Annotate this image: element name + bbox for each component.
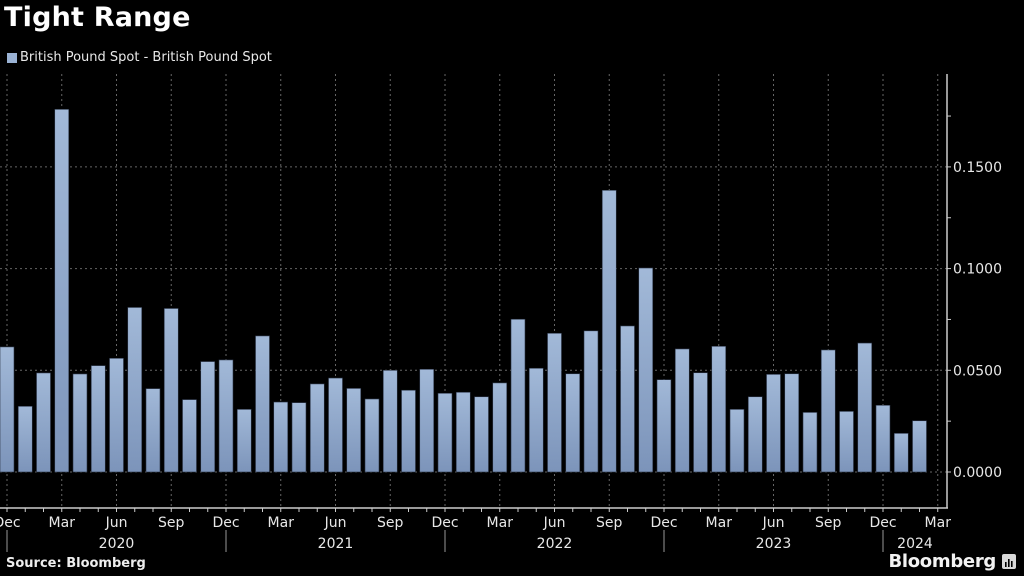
bar — [72, 373, 88, 473]
x-year-label: 2023 — [756, 536, 792, 552]
source-note: Source: Bloomberg — [6, 556, 146, 571]
bar — [857, 342, 873, 473]
bar — [528, 367, 544, 473]
bloomberg-logo: Bloomberg — [888, 551, 1016, 572]
x-tick-label: Jun — [762, 515, 785, 531]
bar — [145, 388, 161, 473]
bar — [364, 398, 380, 473]
bar — [273, 401, 289, 473]
x-tick-label: Sep — [377, 515, 404, 531]
tick-labels: 0.0000 0.0500 0.1000 0.1500 Dec Mar Jun Sep Dec M… — [0, 160, 1002, 552]
bar — [0, 346, 15, 473]
bar — [656, 379, 672, 473]
bar — [17, 406, 33, 473]
x-tick-label: Mar — [925, 515, 952, 531]
bar — [565, 373, 581, 473]
bar — [711, 345, 727, 473]
bar — [875, 404, 891, 473]
x-tick-label: Sep — [596, 515, 623, 531]
bar — [820, 349, 836, 473]
bar — [437, 392, 453, 473]
bar — [729, 409, 745, 473]
bar — [547, 332, 562, 473]
bar — [401, 389, 416, 473]
x-year-label: 2021 — [318, 536, 354, 552]
bar — [601, 189, 617, 473]
x-year-label: 2024 — [897, 536, 933, 552]
bar — [109, 357, 124, 473]
x-tick-label: Jun — [105, 515, 128, 531]
axes — [0, 74, 951, 552]
x-tick-label: Mar — [268, 515, 295, 531]
bloomberg-chart-icon — [1002, 554, 1016, 569]
bar — [583, 330, 599, 473]
x-tick-label: Sep — [815, 515, 842, 531]
bar — [163, 308, 179, 473]
chart-title: Tight Range — [4, 2, 191, 33]
bar — [54, 109, 70, 473]
bar — [455, 391, 471, 473]
bar — [218, 359, 234, 473]
bar — [90, 365, 106, 473]
bar — [674, 348, 690, 473]
x-tick-label: Mar — [487, 515, 514, 531]
x-tick-label: Dec — [0, 515, 21, 531]
bar — [802, 412, 818, 473]
bar — [127, 307, 143, 473]
bar — [510, 318, 526, 473]
bar — [839, 411, 854, 473]
bar — [328, 377, 343, 473]
bar — [382, 369, 398, 473]
bar — [474, 396, 489, 473]
bar — [492, 382, 508, 473]
bar — [912, 420, 927, 473]
bar — [200, 361, 216, 473]
legend-label: British Pound Spot - British Pound Spot — [20, 50, 272, 65]
bar — [309, 383, 325, 473]
bar — [419, 368, 435, 473]
bar — [784, 373, 800, 473]
bar — [893, 433, 909, 473]
logo-text: Bloomberg — [888, 551, 996, 572]
x-tick-label: Dec — [431, 515, 458, 531]
bar — [36, 372, 51, 473]
x-tick-label: Mar — [706, 515, 733, 531]
x-year-label: 2022 — [537, 536, 573, 552]
bar — [766, 374, 781, 473]
y-tick-label: 0.0000 — [953, 465, 1002, 481]
x-tick-label: Mar — [49, 515, 76, 531]
legend: British Pound Spot - British Pound Spot — [7, 50, 272, 65]
bar — [291, 402, 307, 473]
bar — [693, 372, 708, 473]
bar — [747, 396, 763, 473]
x-tick-label: Dec — [869, 515, 896, 531]
x-tick-label: Dec — [650, 515, 677, 531]
legend-swatch — [7, 52, 17, 63]
bar — [236, 409, 252, 473]
bar — [638, 267, 654, 473]
x-tick-label: Sep — [158, 515, 185, 531]
bar — [182, 399, 197, 473]
y-tick-label: 0.1000 — [953, 262, 1002, 278]
x-tick-label: Jun — [543, 515, 566, 531]
bar — [346, 388, 362, 473]
x-tick-label: Jun — [324, 515, 347, 531]
bars — [0, 109, 927, 473]
y-tick-label: 0.0500 — [953, 363, 1002, 379]
x-tick-label: Dec — [212, 515, 239, 531]
bar — [620, 325, 635, 473]
bar — [255, 335, 270, 473]
y-tick-label: 0.1500 — [953, 160, 1002, 176]
x-year-label: 2020 — [99, 536, 135, 552]
